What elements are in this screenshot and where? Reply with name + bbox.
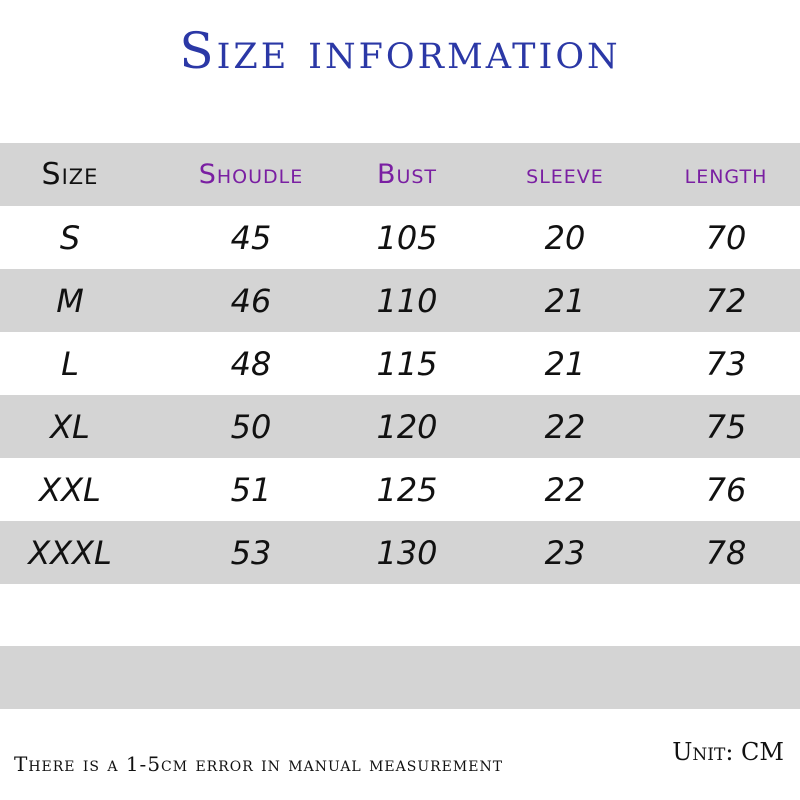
page-title: Size information <box>179 22 621 80</box>
value-cell: 51 <box>230 470 272 509</box>
value-cell: 21 <box>544 281 586 320</box>
value-cell: 20 <box>544 218 586 257</box>
size-cell: XXXL <box>28 533 112 572</box>
header-shoulder: Shoudle <box>198 159 304 190</box>
table-header: Size Shoudle Bust sleeve length <box>0 143 800 206</box>
table-row: XL 50 120 22 75 <box>0 395 800 458</box>
unit-label: Unit: CM <box>672 738 784 766</box>
size-cell: XL <box>50 407 90 446</box>
table-row: XXXL 53 130 23 78 <box>0 521 800 584</box>
value-cell: 115 <box>376 344 438 383</box>
size-cell: XXL <box>39 470 101 509</box>
table-row: M 46 110 21 72 <box>0 269 800 332</box>
value-cell: 75 <box>705 407 747 446</box>
value-cell: 105 <box>376 218 438 257</box>
value-cell: 125 <box>376 470 438 509</box>
value-cell: 110 <box>376 281 438 320</box>
value-cell: 72 <box>705 281 747 320</box>
value-cell: 120 <box>376 407 438 446</box>
header-sleeve: sleeve <box>526 159 604 190</box>
size-cell: L <box>61 344 79 383</box>
value-cell: 73 <box>705 344 747 383</box>
table-row: S 45 105 20 70 <box>0 206 800 269</box>
value-cell: 53 <box>230 533 272 572</box>
value-cell: 45 <box>230 218 272 257</box>
header-bust: Bust <box>376 159 438 190</box>
header-size: Size <box>41 157 99 192</box>
table-row: XXL 51 125 22 76 <box>0 458 800 521</box>
value-cell: 22 <box>544 470 586 509</box>
value-cell: 21 <box>544 344 586 383</box>
value-cell: 50 <box>230 407 272 446</box>
value-cell: 130 <box>376 533 438 572</box>
footer-note: There is a 1-5cm error in manual measure… <box>14 752 504 776</box>
size-cell: S <box>59 218 81 257</box>
empty-band <box>0 646 800 709</box>
value-cell: 23 <box>544 533 586 572</box>
header-length: length <box>684 159 768 190</box>
value-cell: 70 <box>705 218 747 257</box>
value-cell: 78 <box>705 533 747 572</box>
value-cell: 48 <box>230 344 272 383</box>
table-row: L 48 115 21 73 <box>0 332 800 395</box>
value-cell: 22 <box>544 407 586 446</box>
value-cell: 46 <box>230 281 272 320</box>
value-cell: 76 <box>705 470 747 509</box>
size-cell: M <box>56 281 84 320</box>
